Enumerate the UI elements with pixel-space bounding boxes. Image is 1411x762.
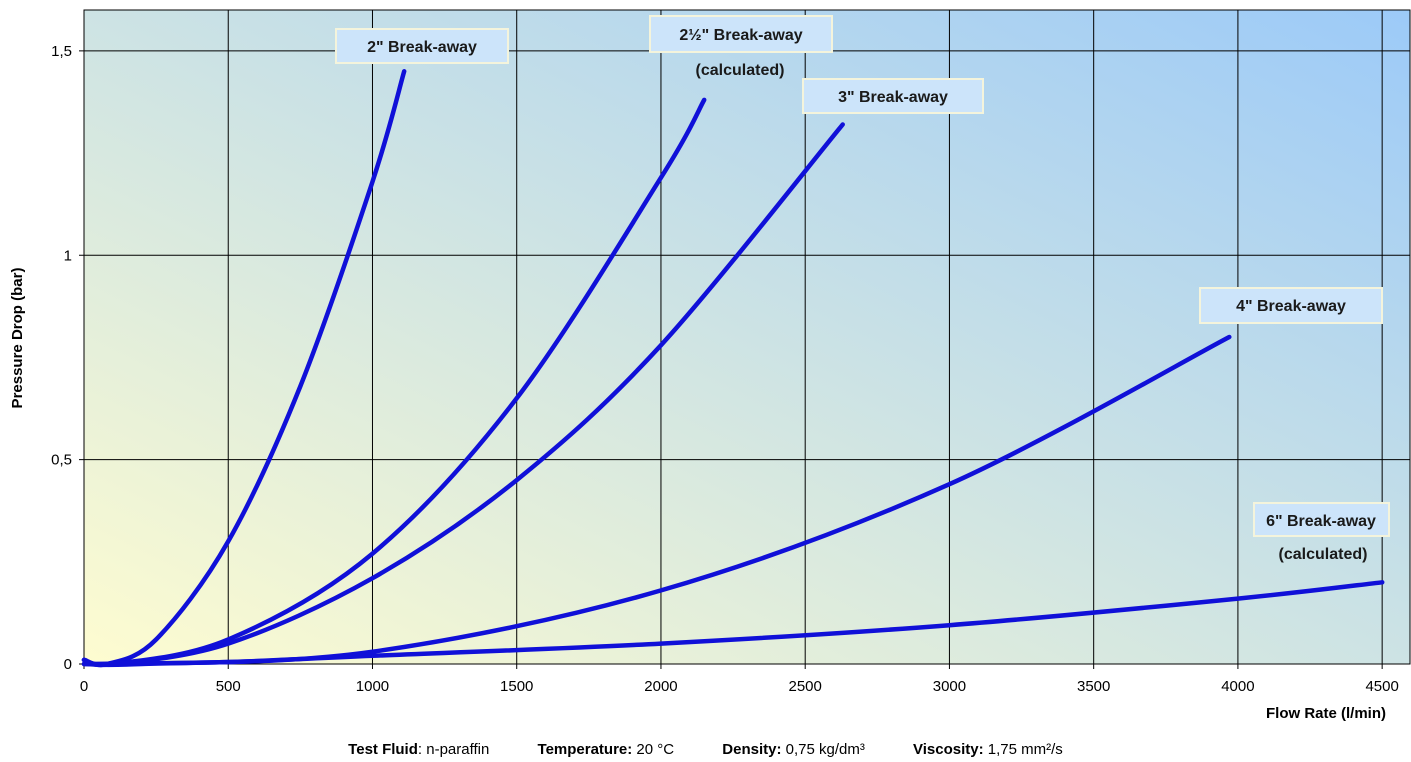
series-label-6in: 6" Break-away (calculated) [1253,502,1390,563]
viscosity-key: Viscosity: [913,741,984,758]
viscosity-value: 1,75 mm²/s [983,741,1063,758]
x-tick-label: 4000 [1221,678,1254,695]
axis-ticks: 0 500 1000 1500 2000 2500 3000 3500 4000 4500 0 0,5… [51,43,1399,695]
series-label-box [1199,287,1383,324]
series-label-text: 2½" Break-away [679,27,802,44]
x-tick-label: 1500 [500,678,533,695]
test-conditions: Test Fluid: n-paraffin Temperature: 20 °… [0,741,1411,758]
density-value: 0,75 kg/dm³ [781,741,865,758]
y-tick-label: 0 [64,656,72,673]
series-label-4in: 4" Break-away [1199,287,1383,324]
y-tick-label: 0,5 [51,452,72,469]
x-tick-label: 3500 [1077,678,1110,695]
series-label-text: 3" Break-away [838,89,948,106]
y-tick-label: 1 [64,247,72,264]
series-label-text: 4" Break-away [1236,298,1346,315]
series-label-box [649,15,833,53]
series-label-subtext: (calculated) [1279,546,1368,563]
x-tick-label: 500 [216,678,241,695]
density: Density: 0,75 kg/dm³ [722,741,865,758]
series-line-3in [81,122,845,667]
y-axis-title: Pressure Drop (bar) [9,268,26,409]
x-tick-label: 4500 [1365,678,1398,695]
x-axis-title: Flow Rate (l/min) [1266,705,1386,722]
series-labels: 2" Break-away 2½" Break-away (calculated) 3… [335,15,1390,563]
x-tick-label: 2000 [644,678,677,695]
y-tick-label: 1,5 [51,43,72,60]
x-tick-label: 1000 [356,678,389,695]
test-fluid-value: : n-paraffin [417,741,490,758]
series-label-2-5in: 2½" Break-away (calculated) [649,15,833,79]
series-line-6in [81,580,1385,667]
test-fluid-key: Test Fluid [348,741,418,758]
series-label-2in: 2" Break-away [335,28,509,64]
x-tick-label: 0 [80,678,88,695]
series-label-text: 2" Break-away [367,39,477,56]
plot-frame [83,9,1411,665]
temperature-key: Temperature: [537,741,633,758]
temperature-value: 20 °C [632,741,675,758]
series-label-box [1253,502,1390,537]
viscosity: Viscosity: 1,75 mm²/s [913,741,1063,758]
x-tick-label: 3000 [933,678,966,695]
x-tick-label: 2500 [789,678,822,695]
series-label-text: 6" Break-away [1266,513,1376,530]
series-label-3in: 3" Break-away [802,78,984,114]
series-lines [81,69,1385,668]
density-key: Density: [722,741,782,758]
grid [84,10,1410,664]
plot-area [84,10,1410,664]
test-fluid: Test Fluid: n-paraffin [348,741,489,758]
series-label-subtext: (calculated) [696,62,785,79]
temperature: Temperature: 20 °C [538,741,675,758]
series-label-box [802,78,984,114]
series-label-box [335,28,509,64]
